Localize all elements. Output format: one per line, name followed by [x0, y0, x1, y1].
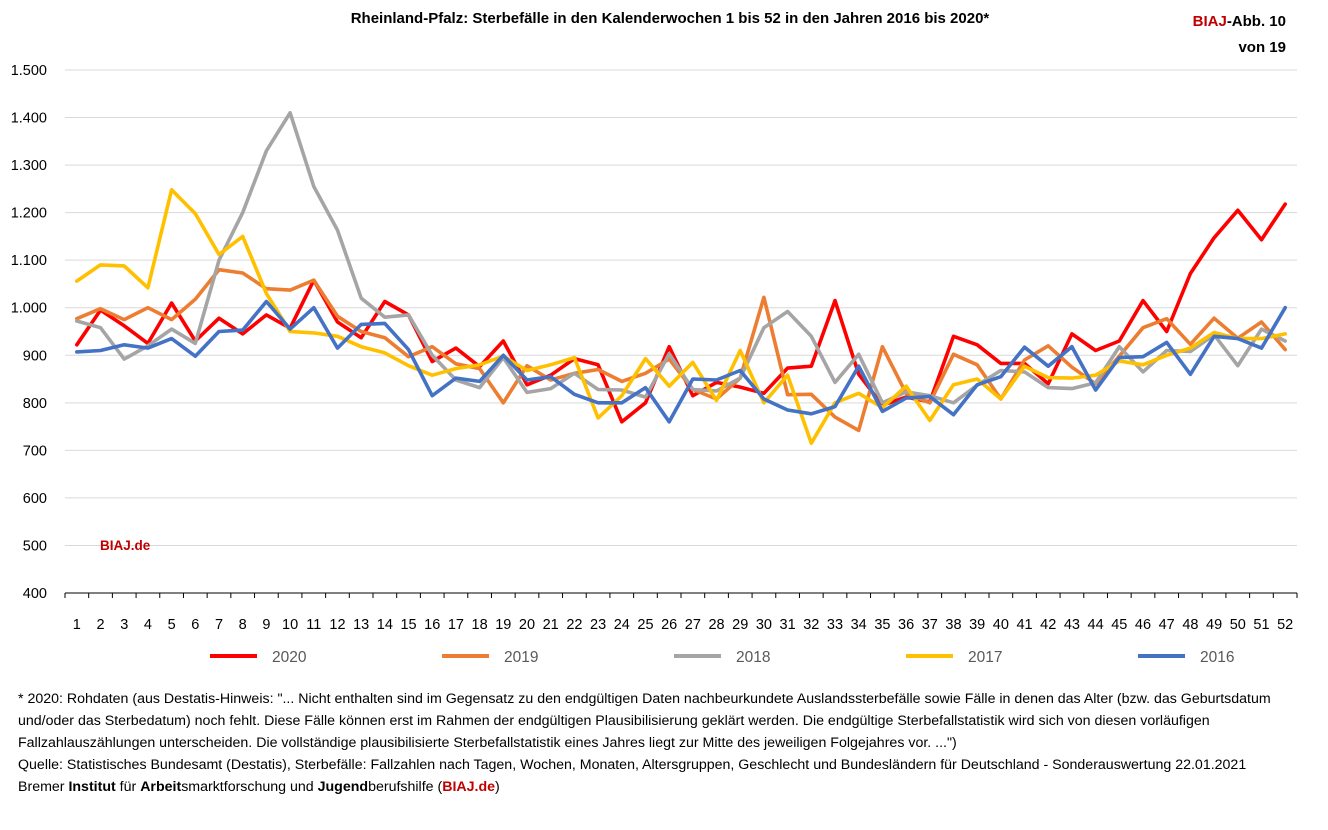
- x-tick-label: 19: [495, 617, 511, 633]
- x-tick-label: 26: [661, 617, 677, 633]
- x-tick-label: 3: [120, 617, 128, 633]
- x-tick-label: 16: [424, 617, 440, 633]
- x-tick-label: 21: [543, 617, 559, 633]
- x-tick-label: 18: [472, 617, 488, 633]
- y-tick-label: 800: [23, 396, 47, 412]
- x-tick-label: 31: [780, 617, 796, 633]
- x-tick-label: 34: [851, 617, 867, 633]
- x-tick-label: 30: [756, 617, 772, 633]
- y-tick-label: 700: [23, 443, 47, 459]
- x-tick-label: 1: [73, 617, 81, 633]
- x-tick-label: 33: [827, 617, 843, 633]
- y-tick-label: 600: [23, 491, 47, 507]
- y-tick-label: 1.200: [11, 206, 47, 222]
- y-tick-label: 500: [23, 538, 47, 554]
- footnotes: * 2020: Rohdaten (aus Destatis-Hinweis: …: [18, 688, 1318, 798]
- y-tick-label: 1.300: [11, 158, 47, 174]
- y-tick-label: 1.500: [11, 63, 47, 79]
- series-line-2016: [75, 299, 1287, 424]
- x-tick-label: 41: [1016, 617, 1032, 633]
- x-tick-label: 22: [566, 617, 582, 633]
- x-tick-label: 35: [874, 617, 890, 633]
- y-tick-label: 1.400: [11, 111, 47, 127]
- legend-label-2017: 2017: [968, 649, 1002, 666]
- x-tick-label: 14: [377, 617, 393, 633]
- footnote-organization: Bremer Institut für Arbeitsmarktforschun…: [18, 779, 500, 795]
- x-tick-label: 28: [708, 617, 724, 633]
- x-tick-label: 23: [590, 617, 606, 633]
- x-tick-label: 24: [614, 617, 630, 633]
- x-axis: 1 2 3 4 5 6 7 8 9 10 11 12 13 14 15 16 17 18 19 20 21 22 23 24 2…: [64, 592, 1298, 633]
- x-tick-label: 25: [637, 617, 653, 633]
- x-tick-label: 20: [519, 617, 535, 633]
- x-tick-label: 17: [448, 617, 464, 633]
- y-tick-label: 400: [23, 586, 47, 602]
- legend-label-2020: 2020: [272, 649, 307, 666]
- x-tick-label: 11: [306, 617, 321, 633]
- x-tick-label: 29: [732, 617, 748, 633]
- x-tick-label: 40: [993, 617, 1009, 633]
- badge-brand: BIAJ: [1192, 13, 1227, 30]
- watermark-text: BIAJ.de: [100, 538, 151, 553]
- x-tick-label: 8: [239, 617, 247, 633]
- footnote-link[interactable]: BIAJ.de: [442, 779, 496, 795]
- x-tick-label: 43: [1064, 617, 1080, 633]
- x-tick-label: 10: [282, 617, 298, 633]
- x-tick-label: 15: [400, 617, 416, 633]
- x-tick-label: 47: [1159, 617, 1175, 633]
- series-line-2017: [75, 188, 1287, 446]
- legend-label-2018: 2018: [736, 649, 770, 666]
- chart-title: Rheinland-Pfalz: Sterbefälle in den Kale…: [350, 10, 990, 27]
- x-tick-label: 50: [1230, 617, 1246, 633]
- x-tick-label: 36: [898, 617, 914, 633]
- x-tick-label: 38: [945, 617, 961, 633]
- x-tick-label: 39: [969, 617, 985, 633]
- legend: 2020 2019 2018 2017 2016: [210, 649, 1234, 666]
- series-line-2018: [75, 111, 1287, 405]
- figure-badge: BIAJ-Abb. 10 von 19: [1193, 9, 1286, 61]
- x-tick-label: 6: [191, 617, 199, 633]
- x-tick-label: 32: [803, 617, 819, 633]
- x-tick-label: 52: [1277, 617, 1293, 633]
- x-tick-label: 7: [215, 617, 223, 633]
- x-tick-label: 2: [96, 617, 104, 633]
- x-tick-label: 13: [353, 617, 369, 633]
- footnote-source: Quelle: Statistisches Bundesamt (Destati…: [18, 757, 1247, 773]
- series-line-2019: [75, 267, 1287, 433]
- x-tick-label: 46: [1135, 617, 1151, 633]
- x-tick-label: 51: [1253, 617, 1269, 633]
- x-tick-label: 37: [922, 617, 938, 633]
- y-tick-label: 1.100: [11, 253, 47, 269]
- y-axis: 400 500 600 700 800 900 1.000 1.100 1.200 1.300 1.…: [11, 63, 47, 602]
- badge-page-count: von 19: [1238, 39, 1286, 56]
- x-tick-label: 49: [1206, 617, 1222, 633]
- gridlines: [65, 69, 1297, 594]
- x-tick-label: 45: [1111, 617, 1127, 633]
- x-tick-label: 5: [168, 617, 176, 633]
- x-tick-label: 48: [1182, 617, 1198, 633]
- x-tick-label: 12: [329, 617, 345, 633]
- x-tick-label: 9: [262, 617, 270, 633]
- y-tick-label: 900: [23, 348, 47, 364]
- series-lines: [75, 111, 1287, 446]
- x-tick-label: 27: [685, 617, 701, 633]
- line-chart: 400 500 600 700 800 900 1.000 1.100 1.200 1.300 1.…: [11, 63, 1298, 666]
- y-tick-label: 1.000: [11, 301, 47, 317]
- footnote-raw-data: * 2020: Rohdaten (aus Destatis-Hinweis: …: [18, 691, 1271, 751]
- legend-label-2016: 2016: [1200, 649, 1234, 666]
- legend-label-2019: 2019: [504, 649, 538, 666]
- x-tick-label: 4: [144, 617, 152, 633]
- x-tick-label: 42: [1040, 617, 1056, 633]
- badge-label: -Abb. 10: [1226, 13, 1286, 30]
- x-tick-label: 44: [1088, 617, 1104, 633]
